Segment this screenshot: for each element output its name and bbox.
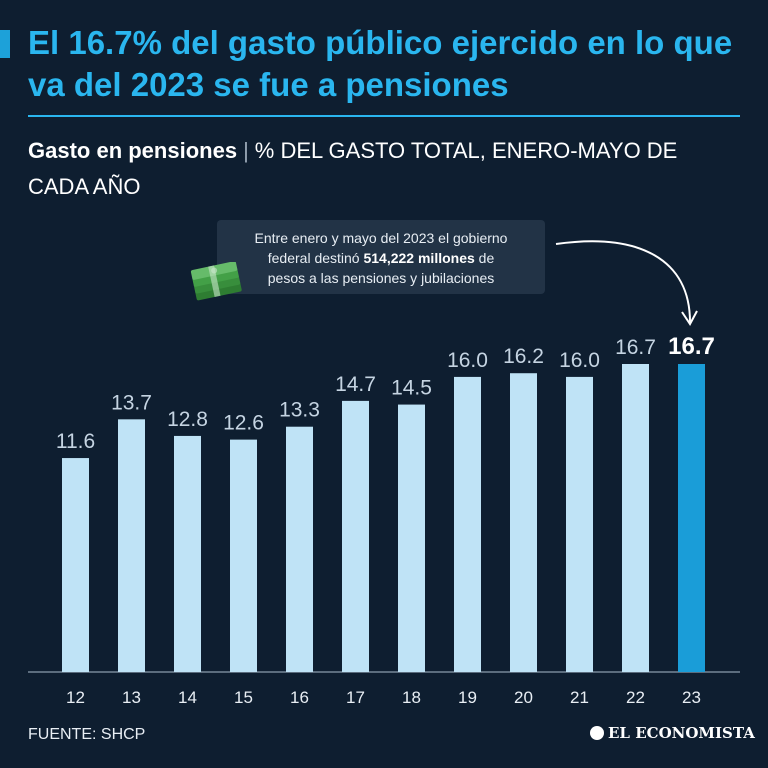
- x-tick-14: 14: [178, 688, 197, 707]
- bar-23: [678, 364, 705, 672]
- x-tick-19: 19: [458, 688, 477, 707]
- subtitle-rest: % DEL GASTO TOTAL, ENERO-MAYO DE CADA AÑ…: [28, 138, 678, 199]
- bar-20: [510, 373, 537, 672]
- data-label-21: 16.0: [559, 349, 600, 372]
- bar-15: [230, 439, 257, 672]
- x-tick-22: 22: [626, 688, 645, 707]
- data-label-15: 12.6: [223, 412, 264, 435]
- data-label-22: 16.7: [615, 336, 656, 359]
- brand-name: EL ECONOMISTA: [608, 724, 755, 742]
- x-tick-21: 21: [570, 688, 589, 707]
- money-stack-icon: [190, 262, 242, 301]
- callout-line-2: federal destinó 514,222 millones de: [227, 248, 535, 268]
- bar-13: [118, 419, 145, 672]
- callout-box: Entre enero y mayo del 2023 el gobierno …: [217, 220, 545, 294]
- callout-line-3: pesos a las pensiones y jubilaciones: [267, 270, 495, 286]
- data-label-18: 14.5: [391, 377, 432, 400]
- headline: El 16.7% del gasto público ejercido en l…: [28, 24, 733, 103]
- bar-12: [62, 458, 89, 672]
- bar-19: [454, 376, 481, 672]
- x-tick-20: 20: [514, 688, 533, 707]
- data-label-20: 16.2: [503, 345, 544, 368]
- callout-line-1: Entre enero y mayo del 2023 el gobierno: [254, 230, 508, 246]
- bar-14: [174, 435, 201, 672]
- x-tick-13: 13: [122, 688, 141, 707]
- x-tick-18: 18: [402, 688, 421, 707]
- subtitle-separator: |: [243, 138, 249, 163]
- callout-line-2-pre: federal destinó: [267, 250, 364, 266]
- data-label-16: 13.3: [279, 399, 320, 422]
- data-label-13: 13.7: [111, 391, 152, 414]
- data-label-23: 16.7: [668, 333, 715, 360]
- data-label-19: 16.0: [447, 349, 488, 372]
- accent-bar: [0, 30, 10, 58]
- bar-16: [286, 426, 313, 672]
- x-tick-17: 17: [346, 688, 365, 707]
- el-economista-logo: [590, 726, 604, 740]
- subtitle-bold: Gasto en pensiones: [28, 138, 238, 163]
- callout-amount: 514,222 millones: [363, 250, 475, 266]
- brand-logo: EL ECONOMISTA: [590, 724, 755, 742]
- source-note: FUENTE: SHCP: [28, 726, 146, 743]
- bar-22: [622, 364, 649, 672]
- title-rule: [28, 115, 740, 117]
- bar-17: [342, 400, 369, 672]
- bar-21: [566, 376, 593, 672]
- data-label-14: 12.8: [167, 408, 208, 431]
- x-tick-15: 15: [234, 688, 253, 707]
- bar-18: [398, 404, 425, 672]
- chart-subtitle: Gasto en pensiones |% DEL GASTO TOTAL, EN…: [28, 133, 740, 205]
- x-tick-23: 23: [682, 688, 701, 707]
- x-tick-16: 16: [290, 688, 309, 707]
- x-tick-12: 12: [66, 688, 85, 707]
- data-label-17: 14.7: [335, 373, 376, 396]
- data-label-12: 11.6: [56, 430, 95, 453]
- callout-line-2-post: de: [474, 250, 495, 266]
